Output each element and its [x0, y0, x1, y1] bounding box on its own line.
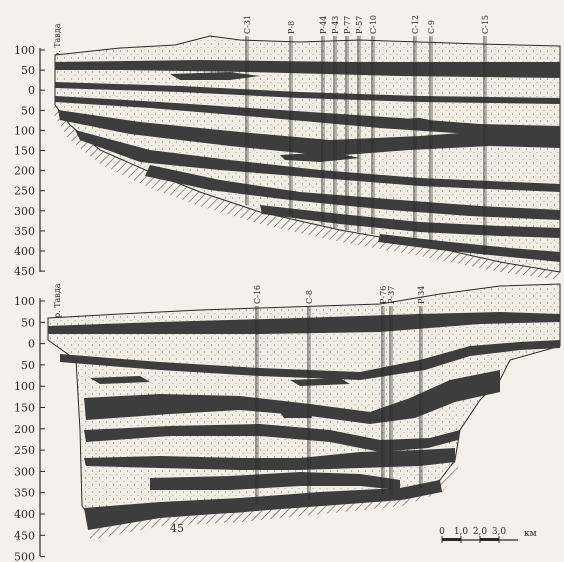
top-tick-label: 200	[14, 165, 35, 178]
top-well-label: Р-44	[319, 16, 328, 34]
bottom-well-label: С-16	[253, 285, 262, 304]
bottom-tick-label: 350	[14, 487, 35, 500]
bottom-tick-label: 250	[14, 444, 35, 457]
bottom-well-label: Р-37	[387, 286, 396, 304]
bottom-tick-label: 50	[21, 359, 35, 372]
top-tick-label: 50	[21, 104, 35, 117]
top-section: 100 50 0 50 100 150 200 250 300 350 400 450 р. Тавд…	[14, 15, 560, 280]
top-tick-label: 100	[14, 124, 35, 137]
scale-tick-label: 0	[439, 527, 445, 537]
top-well-label: Р-8	[287, 21, 296, 34]
top-tick-label: 50	[21, 64, 35, 77]
bottom-tick-label: 0	[28, 338, 35, 351]
bottom-tick-label: 300	[14, 465, 35, 478]
top-river-label: р. Тавда	[53, 23, 62, 58]
bottom-tick-label: 100	[14, 295, 35, 308]
top-tick-label: 450	[14, 265, 35, 278]
top-tick-label: 400	[14, 245, 35, 258]
scale-unit: км	[524, 529, 537, 539]
bottom-tick-label: 200	[14, 423, 35, 436]
bottom-river-label: р. Тавда	[53, 283, 62, 318]
bottom-well-label: С-8	[305, 290, 314, 304]
bottom-tick-label: 400	[14, 508, 35, 521]
top-tick-label: 350	[14, 225, 35, 238]
top-tick-label: 0	[28, 84, 35, 97]
top-well-label: Р-77	[343, 16, 352, 34]
scale-tick-label: 1,0	[454, 527, 469, 537]
bottom-tick-label: 450	[14, 529, 35, 542]
scale-bar: 0 1,0 2,0 3,0 км	[439, 527, 537, 543]
top-well-label: Р-57	[355, 16, 364, 34]
top-well-label: С-12	[411, 15, 420, 34]
top-well-label: С-9	[427, 20, 436, 34]
bottom-tick-label: 100	[14, 380, 35, 393]
top-tick-label: 150	[14, 145, 35, 158]
bottom-well-label: Р-34	[417, 286, 426, 304]
scale-tick-label: 2,0	[473, 527, 488, 537]
top-tick-label: 100	[14, 44, 35, 57]
top-well-label: С-10	[369, 15, 378, 34]
top-depth-axis: 100 50 0 50 100 150 200 250 300 350 400 450	[14, 44, 45, 278]
top-well-label: С-15	[481, 15, 490, 34]
bottom-annotation: 45	[170, 522, 184, 535]
top-well-label: С-31	[243, 15, 252, 34]
top-well-label: Р-43	[331, 16, 340, 34]
top-tick-label: 250	[14, 185, 35, 198]
bottom-tick-label: 150	[14, 402, 35, 415]
bottom-tick-label: 50	[21, 316, 35, 329]
top-tick-label: 300	[14, 205, 35, 218]
bottom-tick-label: 500	[14, 551, 35, 562]
scale-tick-label: 3,0	[492, 527, 507, 537]
